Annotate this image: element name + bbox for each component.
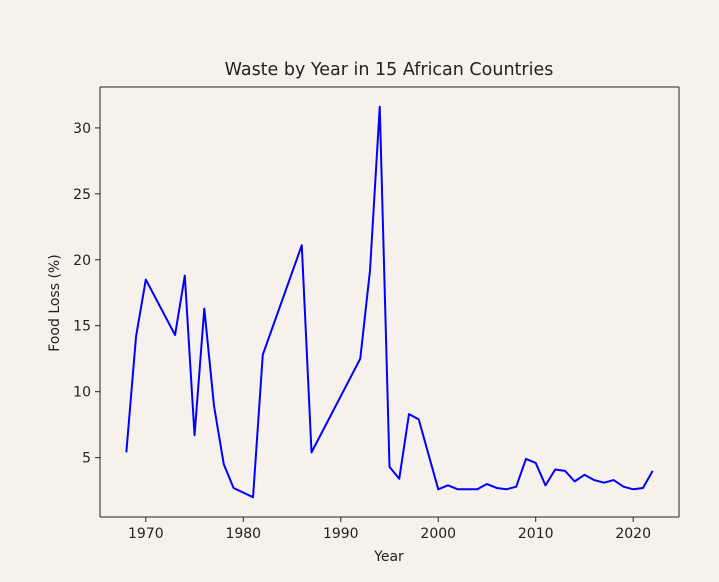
x-tick-label: 2020 <box>615 526 651 542</box>
y-axis-label: Food Loss (%) <box>47 254 63 351</box>
y-tick-label: 30 <box>73 121 91 137</box>
x-tick-label: 2000 <box>420 526 456 542</box>
x-tick-label: 2010 <box>518 526 554 542</box>
plot-frame <box>99 86 680 518</box>
x-tick-label: 1980 <box>225 526 261 542</box>
y-tick-label: 25 <box>73 187 91 203</box>
y-tick-label: 5 <box>82 451 91 467</box>
y-tick-label: 10 <box>73 385 91 401</box>
y-tick-label: 15 <box>73 319 91 335</box>
chart-title: Waste by Year in 15 African Countries <box>225 60 554 80</box>
x-tick-label: 1990 <box>323 526 359 542</box>
y-axis-ticks: 5 10 15 20 25 30 <box>73 121 100 467</box>
x-axis-label: Year <box>373 549 404 565</box>
series-line <box>125 105 654 499</box>
y-tick-label: 20 <box>73 253 91 269</box>
series-layer <box>125 105 654 499</box>
x-axis-ticks: 1970 1980 1990 2000 2010 2020 <box>128 517 651 542</box>
x-tick-label: 1970 <box>128 526 164 542</box>
